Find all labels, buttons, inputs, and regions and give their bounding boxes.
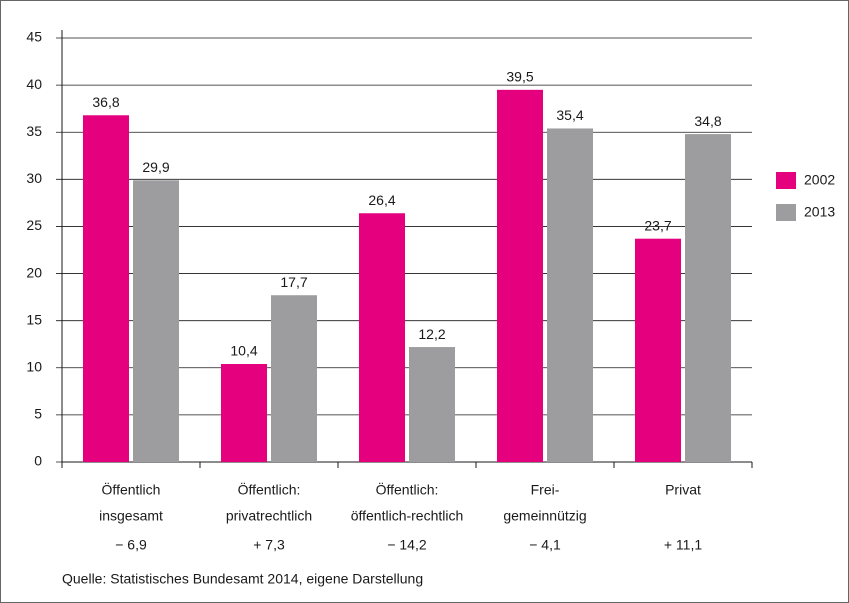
x-tick-label: öffentlich-rechtlich <box>351 508 464 524</box>
bar <box>83 115 129 463</box>
value-label: 39,5 <box>506 69 533 85</box>
bar <box>221 364 267 462</box>
x-tick-label: privatrechtlich <box>226 508 312 524</box>
y-tick-label: 45 <box>26 29 42 45</box>
y-tick-label: 35 <box>26 123 42 139</box>
value-label: 36,8 <box>92 94 119 110</box>
x-tick-label: Öffentlich: <box>376 481 439 498</box>
bar <box>133 180 179 462</box>
value-label: 26,4 <box>368 192 395 208</box>
y-tick-label: 0 <box>34 453 42 469</box>
y-tick-label: 25 <box>26 217 42 233</box>
change-label: − 6,9 <box>115 537 147 553</box>
x-tick-label: Öffentlich <box>102 481 161 498</box>
value-label: 35,4 <box>556 107 583 123</box>
bar <box>635 238 681 462</box>
legend-label: 2002 <box>804 172 835 188</box>
value-label: 12,2 <box>418 326 445 342</box>
source: Quelle: Statistisches Bundesamt 2014, ei… <box>62 571 423 587</box>
x-tick-label: Frei- <box>531 482 560 498</box>
value-label: 34,8 <box>694 113 721 129</box>
value-label: 29,9 <box>142 159 169 175</box>
x-tick-label: Privat <box>665 482 701 498</box>
legend-label: 2013 <box>804 204 835 220</box>
x-tick-label: gemeinnützig <box>503 508 586 524</box>
x-tick-label: Öffentlich: <box>238 481 301 498</box>
y-tick-label: 15 <box>26 311 42 327</box>
bar <box>359 213 405 462</box>
y-tick-label: 30 <box>26 170 42 186</box>
bar <box>271 295 317 462</box>
bar <box>547 128 593 462</box>
x-tick-label: insgesamt <box>99 508 163 524</box>
y-tick-label: 40 <box>26 76 42 92</box>
bar <box>685 134 731 462</box>
change-label: + 11,1 <box>664 537 702 553</box>
value-label: 17,7 <box>280 274 307 290</box>
change-label: + 7,3 <box>253 537 285 553</box>
value-label: 23,7 <box>644 217 671 233</box>
y-tick-label: 20 <box>26 264 42 280</box>
value-label: 10,4 <box>230 343 257 359</box>
bar <box>497 89 543 463</box>
change-label: − 14,2 <box>387 537 427 553</box>
y-tick-label: 5 <box>34 406 42 422</box>
legend-swatch <box>776 204 796 221</box>
bar <box>409 347 455 462</box>
legend-swatch <box>776 172 796 189</box>
change-label: − 4,1 <box>529 537 561 553</box>
y-tick-label: 10 <box>26 358 42 374</box>
